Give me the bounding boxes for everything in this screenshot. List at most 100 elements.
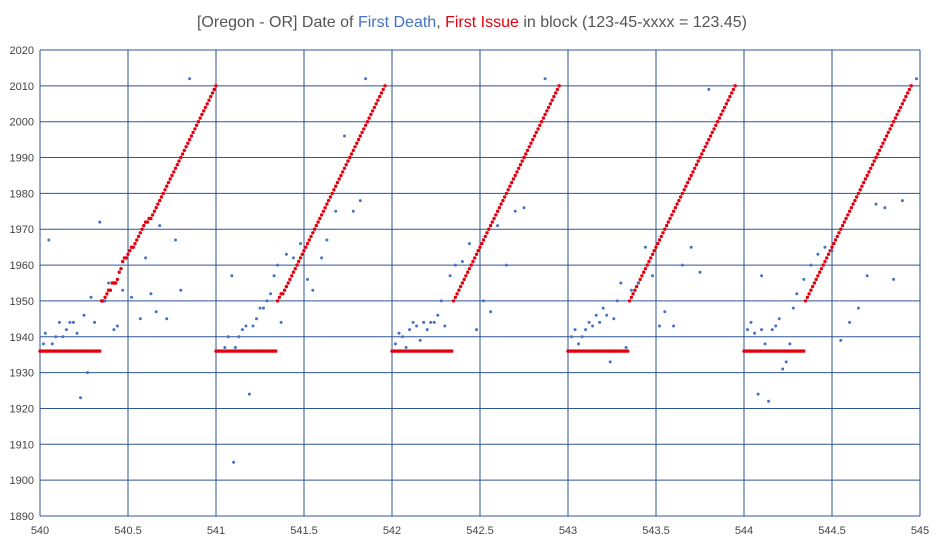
first-issue-point (319, 213, 324, 217)
first-issue-point (312, 227, 317, 231)
first-death-point (61, 335, 65, 339)
first-issue-point (305, 241, 310, 246)
first-issue-point (335, 180, 340, 185)
first-death-point (325, 238, 329, 242)
first-issue-point (909, 84, 913, 88)
first-issue-point (464, 274, 468, 278)
first-death-point (598, 320, 602, 324)
first-issue-point (180, 152, 185, 156)
first-issue-point (290, 274, 294, 278)
first-death-point (71, 320, 75, 324)
first-issue-point (647, 259, 651, 264)
first-issue-point (677, 198, 681, 203)
first-issue-point (136, 234, 141, 239)
first-death-point (629, 288, 633, 292)
first-issue-point (455, 292, 459, 296)
first-issue-point (897, 109, 901, 113)
first-death-point (439, 299, 443, 303)
first-issue-point (541, 116, 546, 120)
first-issue-point (833, 238, 838, 242)
first-issue-point (140, 227, 144, 231)
first-death-point (496, 224, 500, 228)
first-issue-point (687, 177, 692, 181)
first-issue-point (532, 134, 537, 138)
first-death-point (749, 320, 753, 324)
chart-title: [Oregon - OR] Date of First Death, First… (197, 14, 747, 31)
y-tick-label: 1990 (10, 153, 34, 165)
x-axis-ticks: 540 540.5 541 541.5 542 542.5 543 543.5 544 544.5… (31, 525, 929, 537)
first-issue-point (707, 137, 711, 142)
first-death-point (79, 396, 82, 400)
first-death-point (760, 274, 764, 278)
first-issue-point (471, 259, 475, 264)
first-issue-point (184, 145, 188, 149)
first-issue-point (863, 177, 868, 181)
first-issue-point (696, 159, 700, 163)
first-death-point (788, 342, 792, 346)
first-death-point (138, 317, 142, 321)
first-issue-point (631, 292, 635, 296)
first-death-point (543, 77, 547, 81)
first-issue-point (883, 137, 887, 142)
first-death-point (784, 360, 788, 364)
first-death-point (311, 288, 315, 292)
first-death-point (746, 328, 749, 332)
first-death-point (334, 209, 338, 213)
first-issue-point (159, 195, 164, 199)
first-death-point (770, 328, 774, 332)
first-death-point (415, 324, 419, 328)
first-death-point (680, 263, 684, 267)
first-issue-point (170, 173, 174, 178)
first-issue-point (316, 220, 320, 224)
first-issue-point (812, 281, 817, 285)
first-issue-point (819, 267, 824, 271)
first-issue-point (846, 213, 850, 217)
first-death-point (467, 242, 471, 246)
first-issue-point (694, 163, 699, 167)
first-death-point (54, 335, 58, 339)
first-issue-point (177, 159, 181, 163)
first-issue-point (816, 274, 820, 278)
first-issue-point (487, 227, 491, 231)
y-tick-label: 1930 (10, 368, 34, 380)
first-issue-point (351, 148, 355, 153)
first-issue-point (851, 202, 855, 206)
first-issue-point (349, 152, 354, 156)
first-death-point (230, 274, 234, 278)
first-issue-point (689, 173, 693, 178)
first-issue-point (302, 249, 306, 253)
x-tick-label: 541 (207, 525, 225, 537)
first-issue-point (191, 130, 195, 135)
first-death-point (605, 313, 609, 317)
y-tick-label: 1960 (10, 260, 34, 272)
first-issue-point (844, 216, 848, 221)
first-death-point (269, 292, 273, 296)
first-issue-point (304, 245, 308, 249)
first-death-point (158, 224, 162, 228)
first-death-point (408, 328, 412, 332)
first-death-point (689, 245, 693, 249)
first-death-point (753, 331, 757, 335)
first-issue-point (810, 284, 815, 289)
first-issue-point (823, 259, 827, 264)
first-issue-point (367, 116, 371, 120)
first-issue-point (809, 288, 813, 292)
first-issue-point (886, 130, 890, 135)
first-issue-point (700, 152, 704, 156)
first-death-point (580, 335, 584, 339)
first-issue-point (300, 252, 304, 256)
first-issue-point (462, 277, 466, 282)
title-part-plain: , (436, 14, 445, 31)
y-tick-label: 1940 (10, 332, 34, 344)
first-issue-point (513, 173, 517, 178)
first-death-point (306, 277, 309, 281)
first-issue-point (872, 159, 876, 163)
first-death-point (42, 342, 45, 346)
first-death-point (601, 306, 605, 310)
first-death-point (299, 242, 302, 246)
first-issue-point (133, 241, 137, 246)
first-issue-point (814, 277, 818, 282)
first-issue-point (314, 223, 318, 228)
first-death-point (404, 346, 408, 349)
